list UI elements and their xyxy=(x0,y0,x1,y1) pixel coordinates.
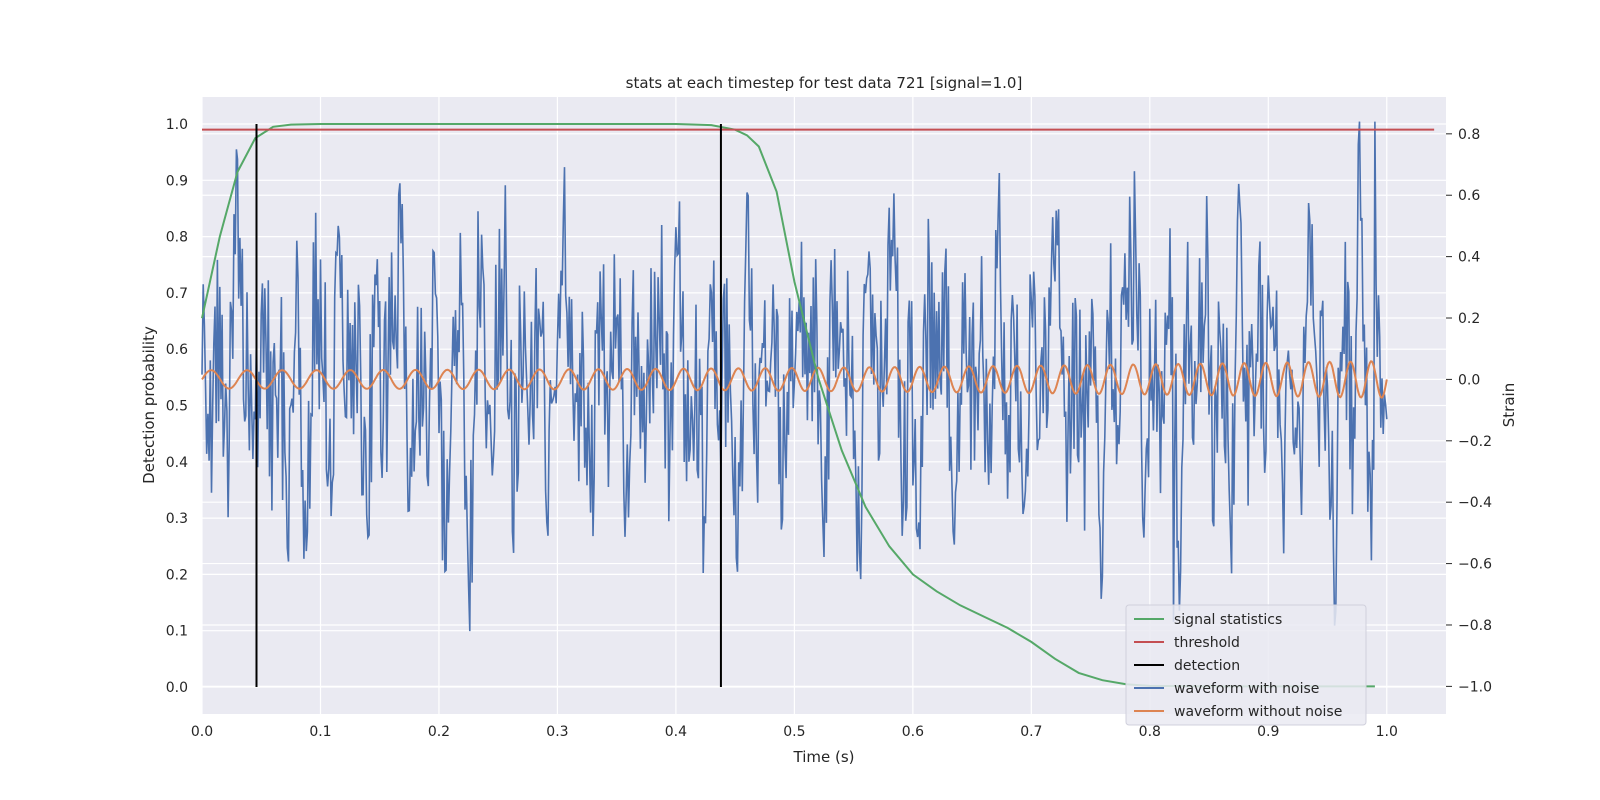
legend-box xyxy=(1125,604,1367,726)
legend-label-waveform-with-noise: waveform with noise xyxy=(1174,681,1319,697)
y-right-tick-label: 0.4 xyxy=(1458,250,1480,266)
legend-label-signal-statistics: signal statistics xyxy=(1174,612,1282,628)
y-left-axis-title: Detection probability xyxy=(140,326,158,484)
y-right-tick-label: −0.4 xyxy=(1458,495,1492,511)
y-left-tick-label: 1.0 xyxy=(166,117,188,133)
y-right-tick-label: −0.8 xyxy=(1458,618,1492,634)
legend: signal statistics threshold detection wa… xyxy=(1125,604,1367,726)
y-left-tick-label: 0.6 xyxy=(166,342,188,358)
y-left-tick-label: 0.3 xyxy=(166,511,188,527)
y-right-tick-label: 0.0 xyxy=(1458,372,1480,388)
x-tick-label: 0.9 xyxy=(1257,724,1279,740)
tick-layer: 0.0 0.1 0.2 0.3 0.4 0.5 0.6 0.7 0.8 0.9 1.0 0.0 0.1 0… xyxy=(166,117,1492,740)
y-right-tick-label: 0.2 xyxy=(1458,311,1480,327)
y-left-tick-label: 0.2 xyxy=(166,567,188,583)
y-right-tick-label: −0.6 xyxy=(1458,557,1492,573)
x-tick-label: 1.0 xyxy=(1376,724,1398,740)
x-tick-label: 0.3 xyxy=(546,724,568,740)
y-right-tick-label: 0.6 xyxy=(1458,188,1480,204)
x-tick-label: 0.6 xyxy=(902,724,924,740)
chart-title: stats at each timestep for test data 721… xyxy=(626,74,1023,92)
y-right-tick-label: −1.0 xyxy=(1458,679,1492,695)
x-tick-label: 0.1 xyxy=(309,724,331,740)
x-tick-label: 0.4 xyxy=(665,724,687,740)
series-waveform-with-noise xyxy=(201,121,1388,632)
y-right-tick-label: 0.8 xyxy=(1458,127,1480,143)
y-right-tick-label: −0.2 xyxy=(1458,434,1492,450)
x-tick-label: 0.7 xyxy=(1020,724,1042,740)
y-right-axis-title: Strain xyxy=(1500,383,1518,427)
series-waveform-without-noise xyxy=(201,360,1388,399)
y-left-tick-label: 0.0 xyxy=(166,680,188,696)
x-axis-title: Time (s) xyxy=(793,748,855,766)
y-left-tick-label: 0.1 xyxy=(166,624,188,640)
y-left-tick-label: 0.7 xyxy=(166,286,188,302)
y-left-tick-label: 0.8 xyxy=(166,230,188,246)
y-left-tick-label: 0.9 xyxy=(166,173,188,189)
legend-label-threshold: threshold xyxy=(1174,635,1240,651)
series-layer xyxy=(201,121,1435,688)
legend-label-detection: detection xyxy=(1174,658,1240,674)
x-tick-label: 0.8 xyxy=(1139,724,1161,740)
x-tick-label: 0.5 xyxy=(783,724,805,740)
legend-label-waveform-without-noise: waveform without noise xyxy=(1174,704,1342,720)
series-signal-statistics xyxy=(201,123,1375,688)
x-tick-label: 0.2 xyxy=(428,724,450,740)
x-tick-label: 0.0 xyxy=(191,724,213,740)
y-left-tick-label: 0.5 xyxy=(166,399,188,415)
y-left-tick-label: 0.4 xyxy=(166,455,188,471)
